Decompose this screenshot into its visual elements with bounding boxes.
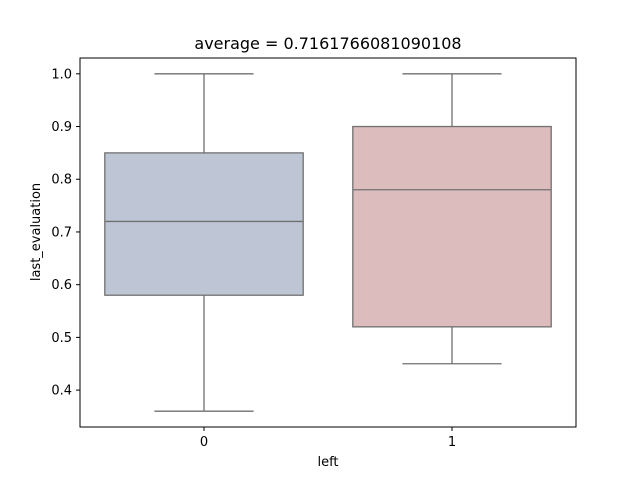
x-axis-label: left [317, 455, 338, 470]
chart-title: average = 0.7161766081090108 [194, 34, 461, 53]
y-tick-label: 0.4 [51, 384, 72, 399]
y-tick-label: 0.5 [51, 331, 72, 346]
y-tick-label: 0.7 [51, 225, 72, 240]
y-tick-label: 0.9 [51, 120, 72, 135]
box-group-1 [352, 73, 552, 365]
box-iqr [104, 152, 304, 296]
box-group-0 [104, 73, 304, 412]
box-iqr [352, 125, 552, 328]
plot-area [79, 57, 577, 428]
x-tick-label: 1 [448, 435, 456, 450]
y-tick-label: 0.8 [51, 173, 72, 188]
y-axis: 0.4 0.5 0.6 0.7 0.8 0.9 1.0 [51, 67, 80, 399]
y-axis-label: last_evaluation [29, 183, 44, 281]
x-tick-label: 0 [200, 435, 208, 450]
plot-frame [79, 57, 577, 428]
y-tick-label: 1.0 [51, 67, 72, 82]
y-tick-label: 0.6 [51, 278, 72, 293]
